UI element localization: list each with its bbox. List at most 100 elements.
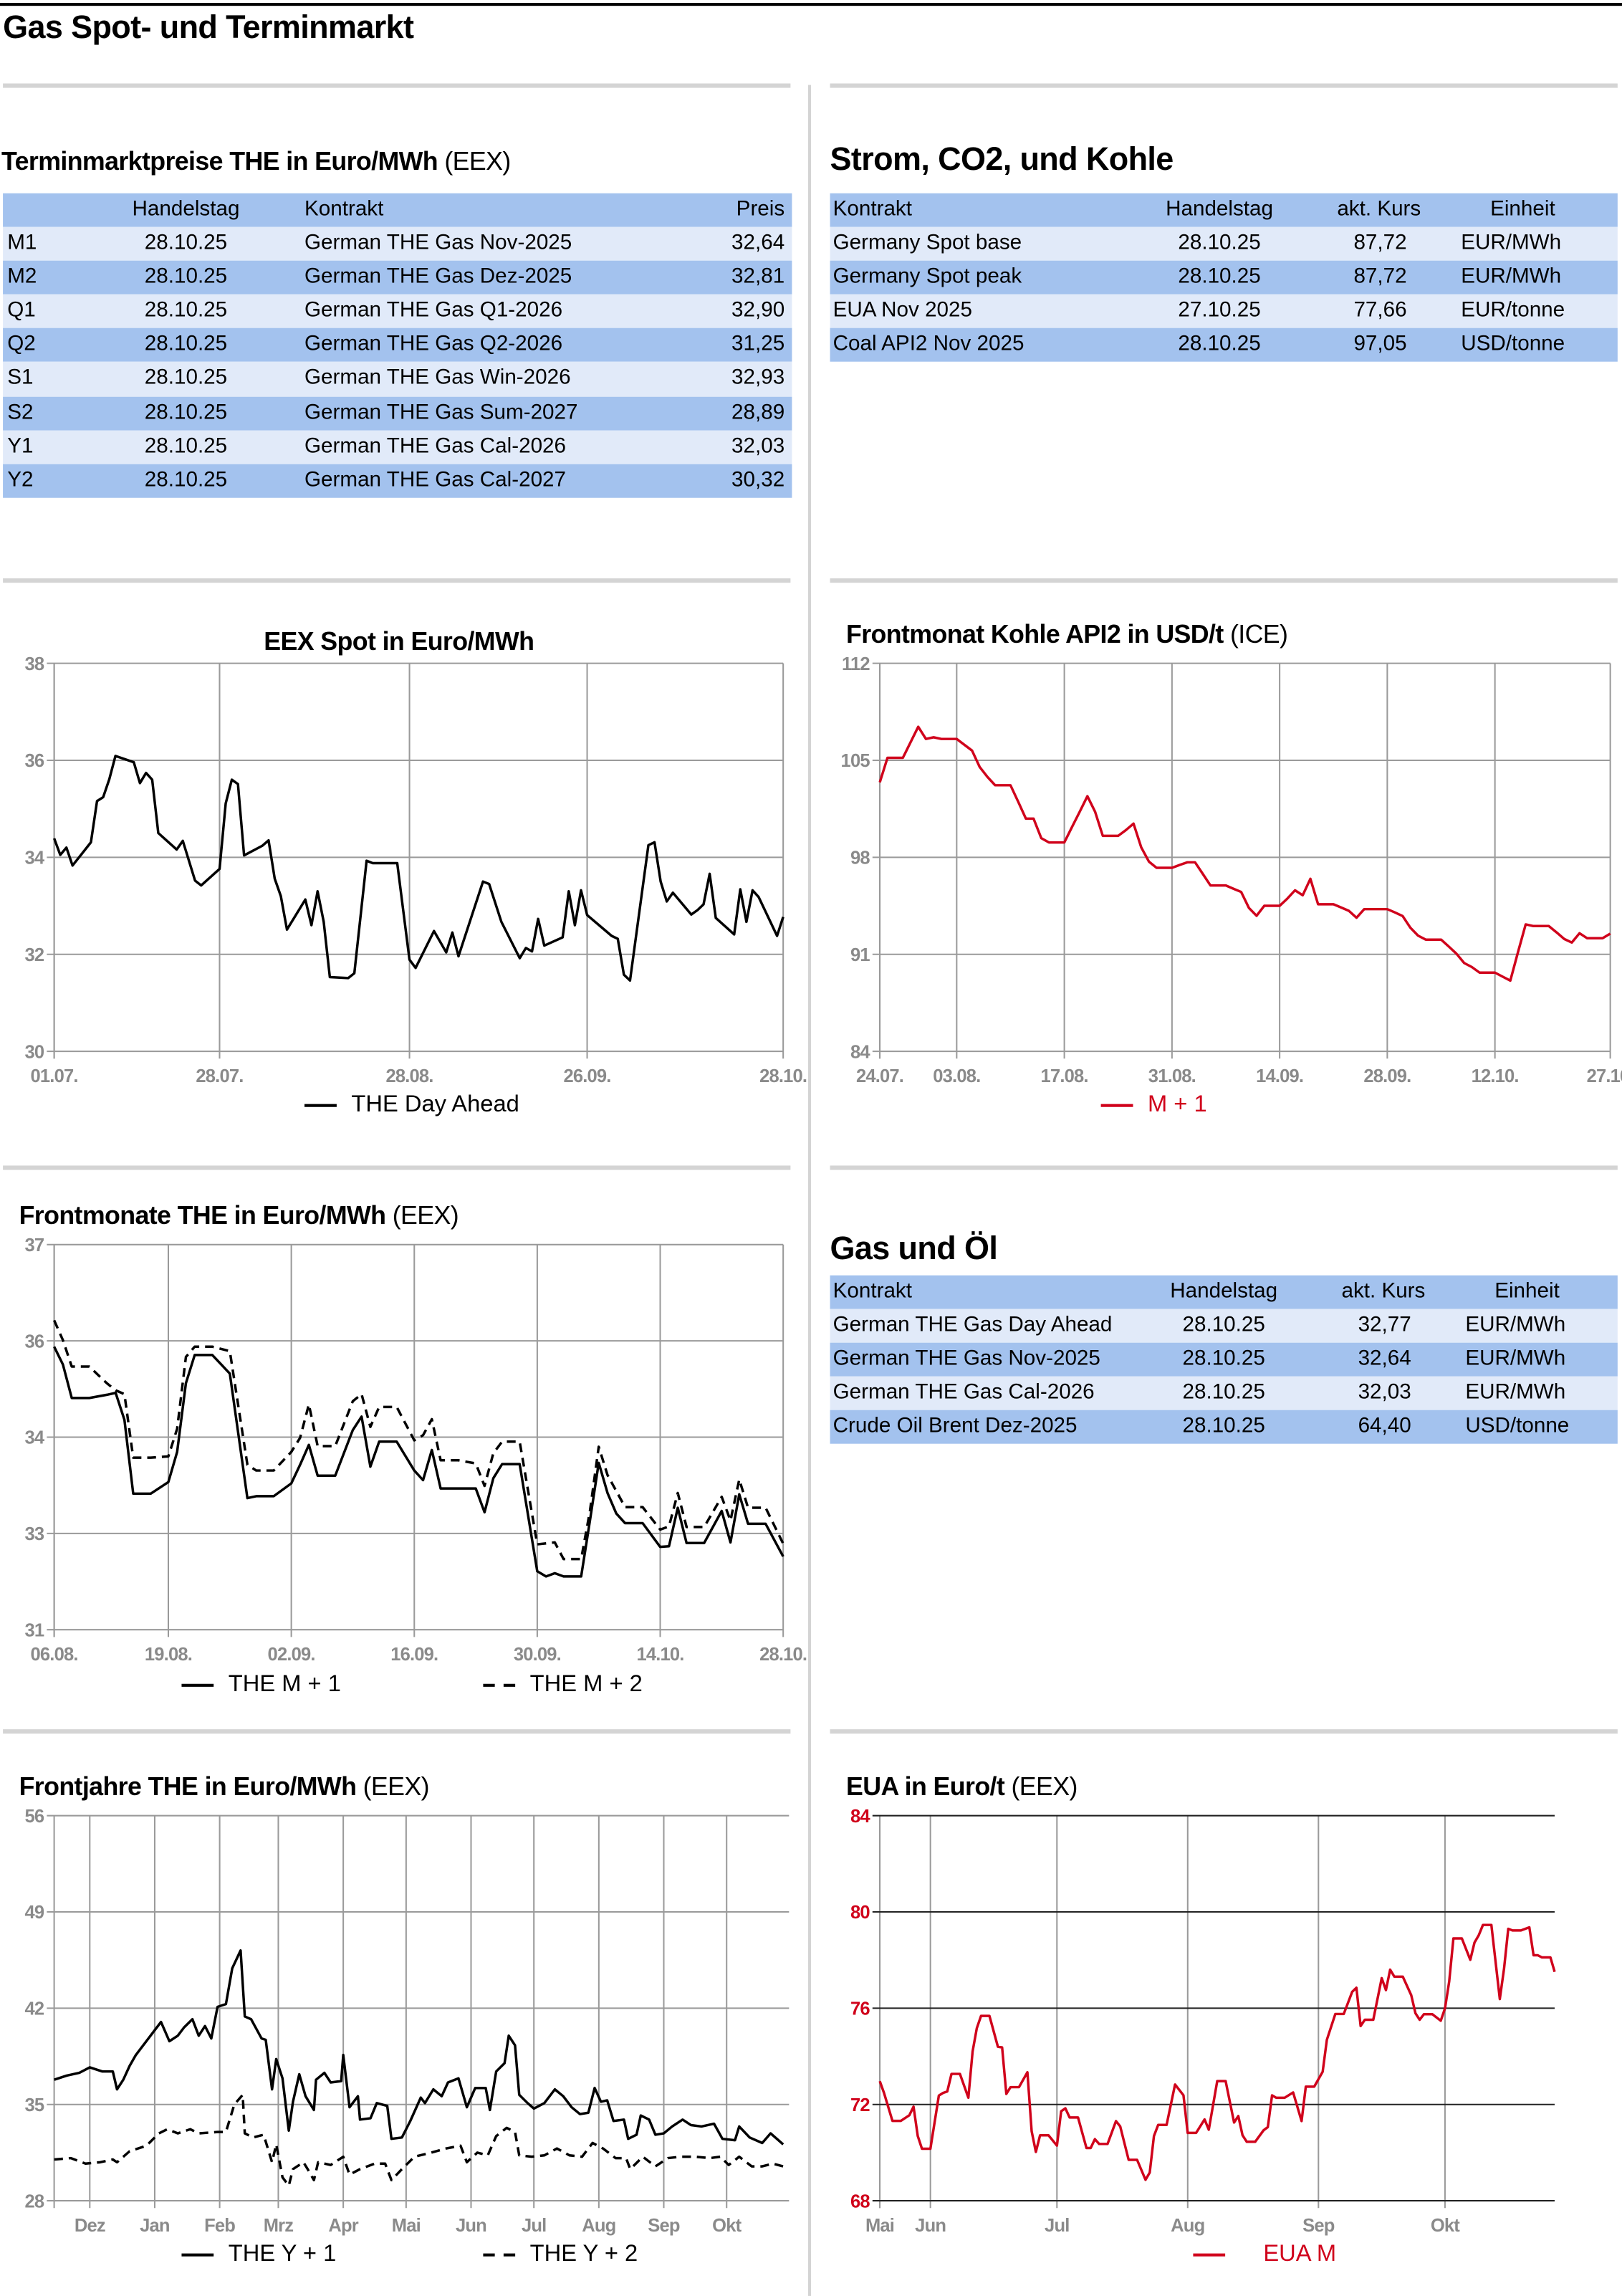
- divider: [830, 578, 1618, 583]
- table-cell: Germany Spot peak: [832, 265, 1022, 289]
- x-tick-label: Okt: [1431, 2216, 1460, 2236]
- table-cell: 31,25: [731, 333, 785, 357]
- table-cell: 32,03: [1358, 1381, 1411, 1405]
- strom-title: Strom, CO2, und Kohle: [830, 140, 1174, 178]
- y-tick-label: 84: [850, 1042, 870, 1062]
- x-tick-label: Mai: [392, 2216, 421, 2236]
- column-header: akt. Kurs: [1337, 197, 1421, 221]
- table-cell: 30,32: [731, 468, 785, 492]
- eua-chart: Mai Jun Jul Aug Sep Okt 68 72 76 80 84: [850, 1807, 1556, 2236]
- x-tick-label: 16.09.: [390, 1645, 438, 1665]
- x-tick-label: Jun: [456, 2216, 486, 2236]
- termin-table: Handelstag Kontrakt Preis M1 28.10.25 German …: [3, 193, 792, 498]
- eex-spot-chart: 01.07. 28.07. 28.08. 26.09. 28.10. 30 32 34 36 38: [25, 654, 807, 1086]
- table-cell: EUR/MWh: [1465, 1381, 1566, 1405]
- legend-line-solid: [181, 1683, 214, 1687]
- table-cell: EUR/MWh: [1465, 1347, 1566, 1371]
- legend-item: THE M + 2: [483, 1672, 643, 1698]
- table-cell: Y1: [7, 434, 34, 458]
- y-tick-label: 80: [850, 1903, 870, 1923]
- table-header-row: Handelstag Kontrakt Preis: [3, 193, 792, 227]
- x-tick-label: 06.08.: [31, 1645, 78, 1665]
- y-tick-label: 36: [25, 751, 44, 771]
- eex-spot-title: EEX Spot in Euro/MWh: [264, 626, 534, 656]
- table-cell: S1: [7, 366, 34, 391]
- y-tick-label: 42: [25, 1999, 44, 2019]
- series-line-m-1: [878, 725, 1611, 982]
- column-header: Handelstag: [1170, 1279, 1278, 1304]
- x-tick-label: 02.09.: [268, 1645, 315, 1665]
- column-header: [3, 193, 91, 227]
- y-tick-label: 37: [25, 1235, 44, 1255]
- table-row: German THE Gas Cal-2026 28.10.25 32,03 EUR/…: [830, 1377, 1618, 1411]
- y-tick-label: 38: [25, 654, 44, 674]
- table-cell: EUR/MWh: [1465, 1314, 1566, 1337]
- column-header: Kontrakt: [832, 197, 912, 221]
- table-cell: EUA Nov 2025: [832, 299, 973, 323]
- frontjahre-chart: Dez Jan Feb Mrz Apr Mai Jun Jul Aug Sep Okt 28 35 42 4…: [25, 1807, 790, 2236]
- y-tick-label: 35: [25, 2095, 44, 2115]
- x-tick-label: 01.07.: [31, 1066, 78, 1086]
- strom-table: Kontrakt Handelstag akt. Kurs Einheit German…: [830, 193, 1618, 363]
- table-cell: Y2: [7, 468, 34, 492]
- table-cell: Germany Spot base: [832, 231, 1022, 255]
- table-cell: 28.10.25: [1182, 1381, 1265, 1405]
- legend-item: THE Y + 1: [181, 2242, 336, 2268]
- x-tick-label: 27.10.: [1587, 1066, 1622, 1086]
- x-tick-label: Jul: [1045, 2216, 1069, 2236]
- y-tick-label: 76: [850, 1999, 870, 2019]
- series-line-the-y-1: [54, 1949, 784, 2146]
- table-cell: 28.10.25: [144, 468, 228, 492]
- x-tick-label: 12.10.: [1472, 1066, 1519, 1086]
- y-tick-label: 28: [25, 2191, 44, 2211]
- x-tick-label: 14.09.: [1256, 1066, 1303, 1086]
- table-cell: German THE Gas Nov-2025: [304, 231, 572, 255]
- termin-title: Terminmarktpreise THE in Euro/MWh (EEX): [1, 146, 511, 176]
- table-cell: Crude Oil Brent Dez-2025: [832, 1415, 1078, 1439]
- y-tick-label: 32: [25, 945, 44, 965]
- series-line-the-day-ahead: [52, 755, 784, 982]
- table-cell: 32,90: [731, 299, 785, 323]
- x-tick-label: Apr: [328, 2216, 358, 2236]
- table-header-row: Kontrakt Handelstag akt. Kurs Einheit: [830, 193, 1618, 227]
- table-cell: EUR/MWh: [1461, 231, 1562, 255]
- y-tick-label: 30: [25, 1042, 44, 1062]
- x-tick-label: 28.10.: [759, 1645, 807, 1665]
- table-cell: 28,89: [731, 400, 785, 424]
- x-tick-label: 17.08.: [1041, 1066, 1088, 1086]
- table-cell: M1: [7, 231, 37, 255]
- table-cell: German THE Gas Q1-2026: [304, 299, 563, 323]
- table-cell: 28.10.25: [144, 265, 228, 289]
- x-tick-label: 26.09.: [563, 1066, 610, 1086]
- legend-line-solid: [304, 1104, 337, 1107]
- table-cell: German THE Gas Dez-2025: [304, 265, 572, 289]
- column-header: Preis: [736, 197, 785, 221]
- table-cell: German THE Gas Win-2026: [304, 366, 571, 391]
- table-cell: German THE Gas Sum-2027: [304, 400, 578, 424]
- x-tick-label: Sep: [648, 2216, 680, 2236]
- legend-line-dashed: [483, 1683, 516, 1687]
- divider: [3, 1729, 791, 1734]
- table-cell: 28.10.25: [1178, 265, 1261, 289]
- table-cell: USD/tonne: [1465, 1415, 1570, 1439]
- x-tick-label: 14.10.: [636, 1645, 683, 1665]
- y-tick-label: 49: [25, 1903, 44, 1923]
- table-row: Germany Spot base 28.10.25 87,72 EUR/MWh: [830, 226, 1618, 262]
- y-tick-label: 72: [850, 2095, 870, 2115]
- legend-item: M + 1: [1100, 1092, 1207, 1119]
- y-tick-label: 31: [25, 1620, 44, 1640]
- column-header: Kontrakt: [304, 197, 384, 221]
- table-cell: Q2: [7, 333, 36, 357]
- table-cell: Coal API2 Nov 2025: [832, 333, 1024, 357]
- x-tick-label: 28.07.: [196, 1066, 243, 1086]
- column-header: Handelstag: [132, 197, 240, 221]
- divider: [830, 1729, 1618, 1734]
- y-tick-label: 84: [850, 1807, 870, 1827]
- x-tick-label: Aug: [582, 2216, 615, 2236]
- table-row: EUA Nov 2025 27.10.25 77,66 EUR/tonne: [830, 295, 1618, 329]
- table-cell: EUR/tonne: [1461, 299, 1565, 323]
- divider: [3, 83, 791, 88]
- table-row: S1 28.10.25 German THE Gas Win-2026 32,93: [3, 362, 792, 396]
- table-cell: 28.10.25: [144, 400, 228, 424]
